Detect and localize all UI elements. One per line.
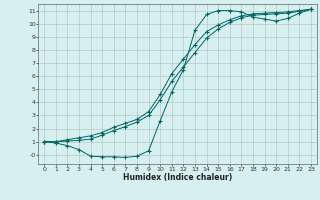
X-axis label: Humidex (Indice chaleur): Humidex (Indice chaleur) [123, 173, 232, 182]
